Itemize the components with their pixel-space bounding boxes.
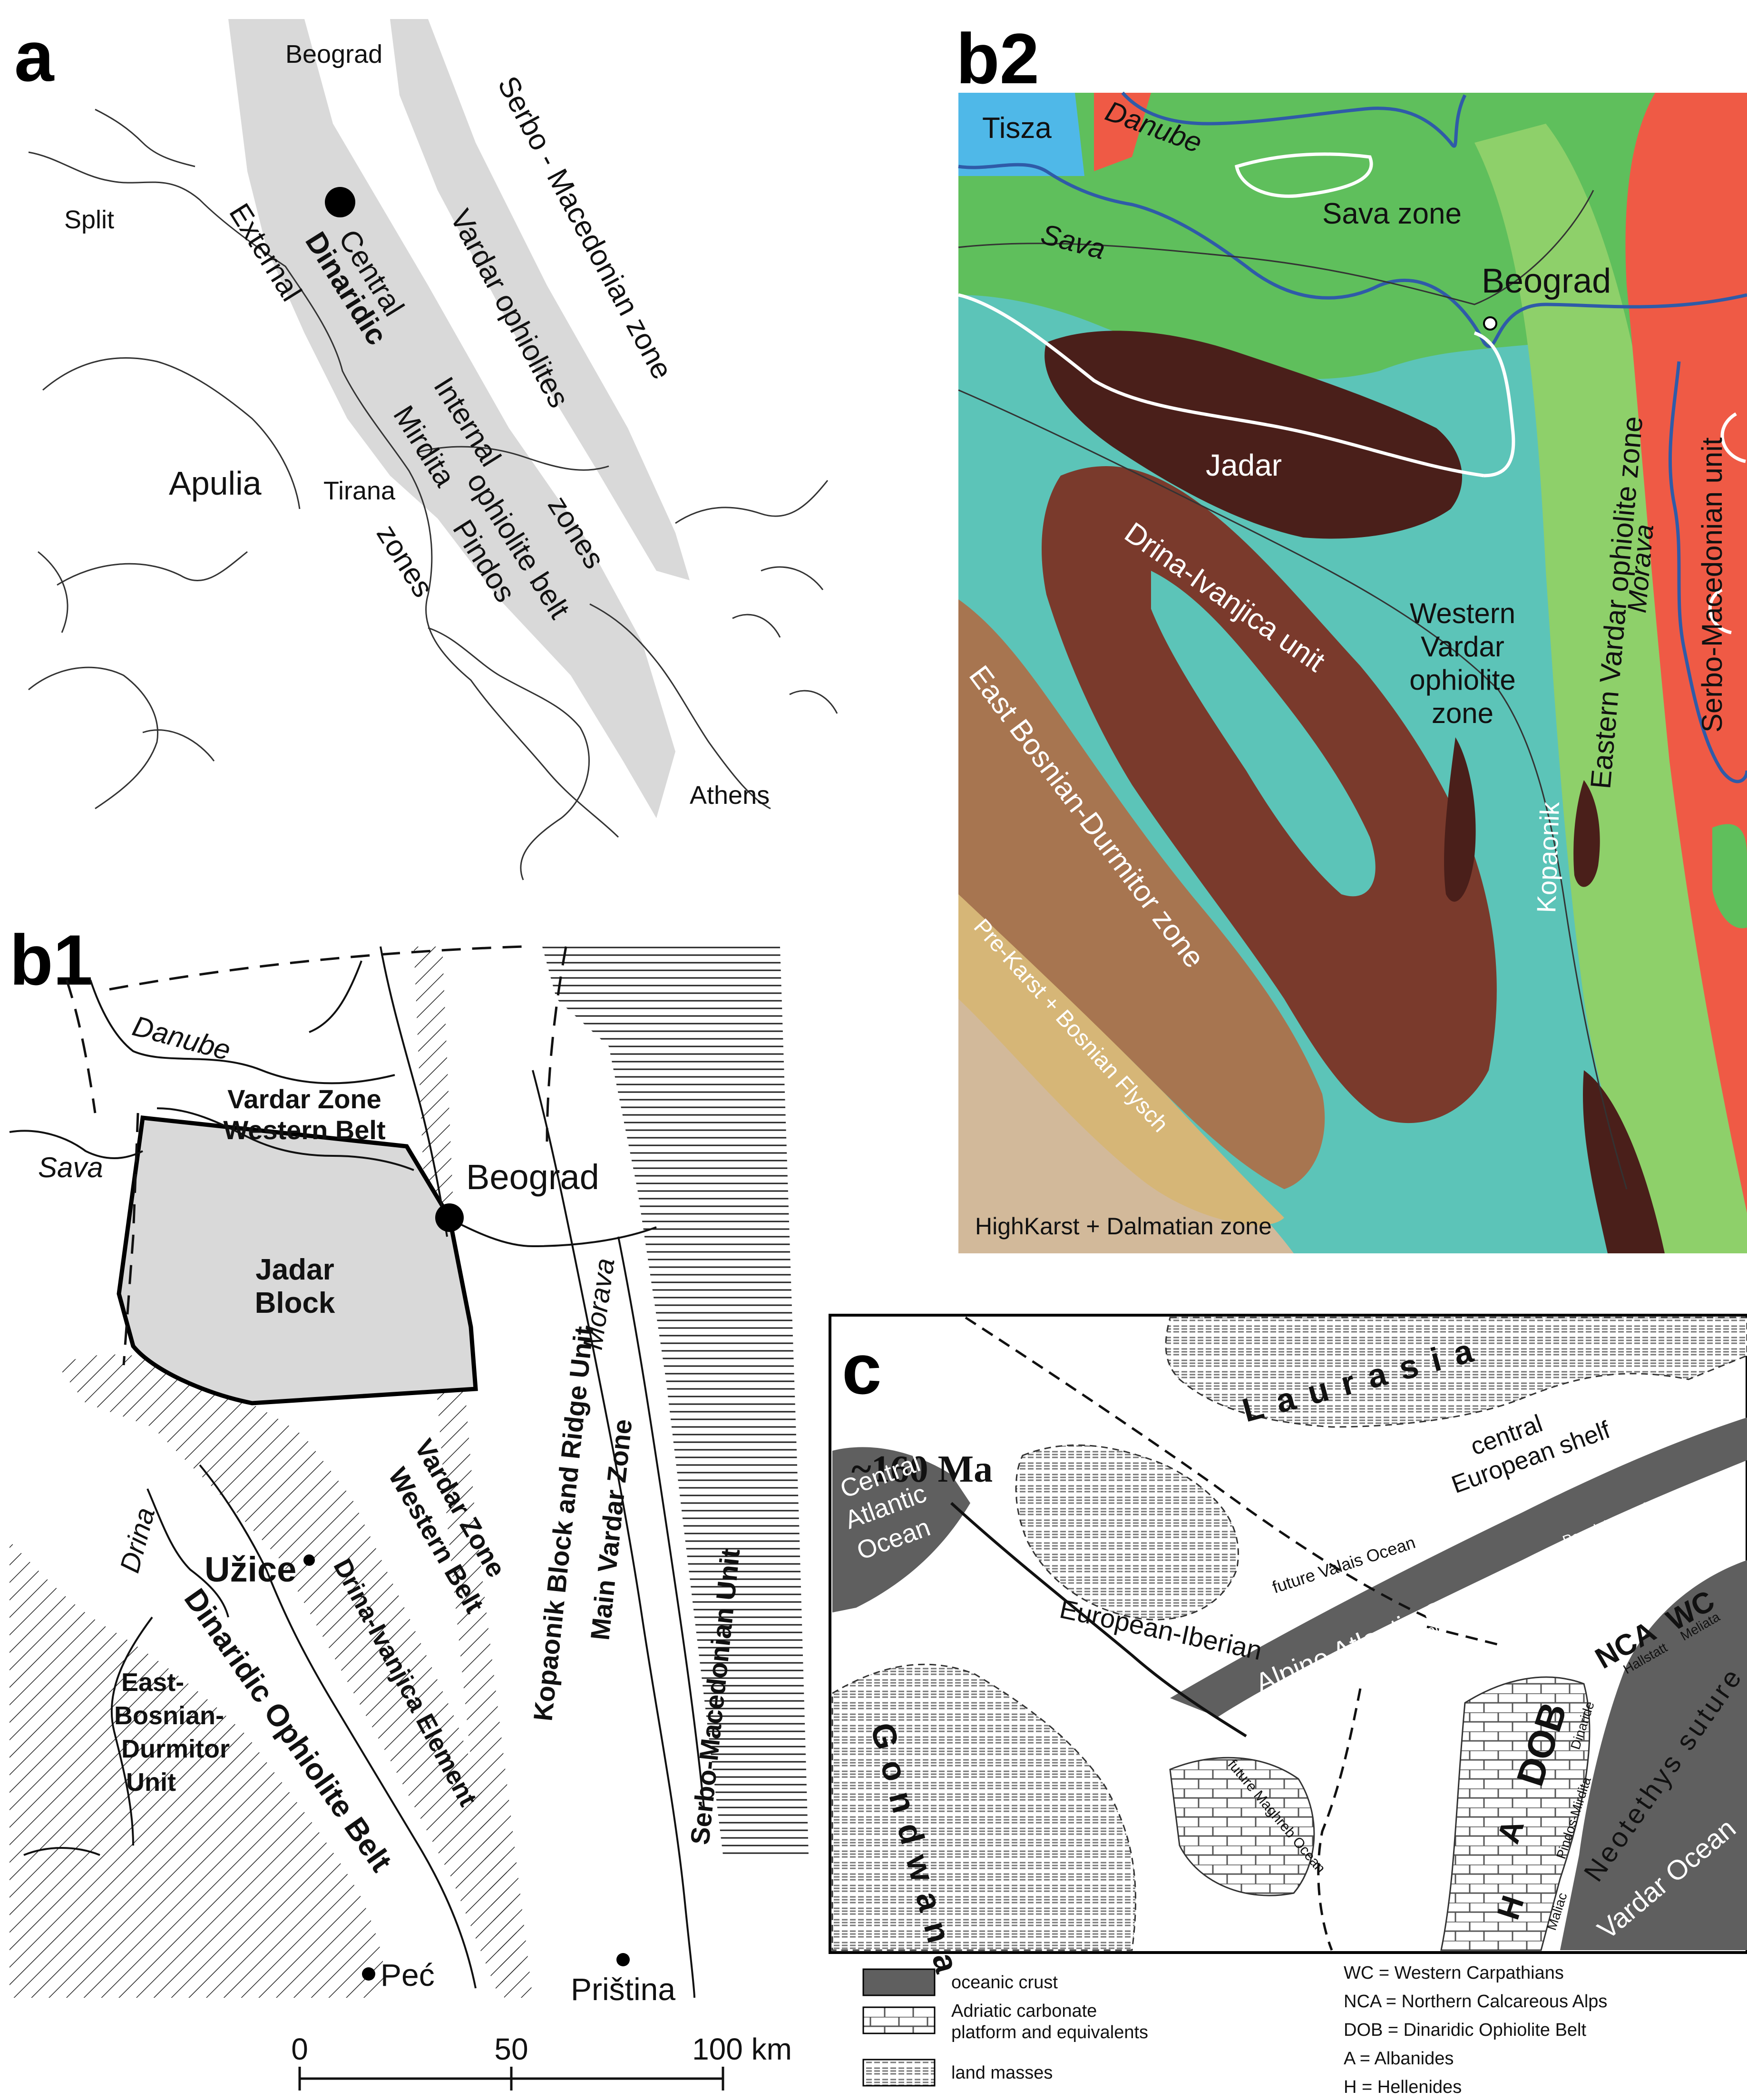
scale-bar: 0 50 100 km [291,2032,792,2090]
label-kopaonik-block: Kopaonik Block and Ridge Unit [527,1325,599,1722]
label-highkarst: HighKarst + Dalmatian zone [975,1213,1272,1240]
city-beograd-b1: Beograd [466,1157,599,1197]
legend-swatch-oceanic [862,1968,936,1996]
legend-text-carbonate-2: platform and equivalents [951,2022,1148,2042]
abbrev-a: A = Albanides [1344,2049,1454,2069]
label-vardar-zone-top: Vardar Zone [227,1084,381,1114]
apulia-label: Apulia [169,465,262,502]
city-athens: Athens [690,781,770,810]
river-drina: Drina [114,1504,161,1576]
north-border-lines [95,108,609,471]
dinaridic-belt [228,19,675,818]
label-ebd-1: East- [121,1668,184,1697]
label-ebd-4: Unit [126,1768,176,1797]
abbrev-nca: NCA = Northern Calcareous Alps [1344,1992,1607,2012]
panel-a: a Beograd Split Tirana Athens Apulia Ext… [14,16,838,880]
scale-tick-50: 50 [494,2032,528,2066]
label-ebd-3: Durmitor [121,1735,230,1763]
label-sava-zone: Sava zone [1322,197,1462,230]
land-gondwana [831,1663,1136,1951]
serbo-macedonian-hatch [542,947,809,1855]
legend-text-carbonate-1: Adriatic carbonate [951,2001,1097,2021]
zone-eastern-vardar [1474,124,1747,1253]
label-ebd-2: Bosnian- [114,1701,224,1730]
panel-b1: b1 Danube Sava Drina Morava Beograd Už [9,920,809,2090]
city-beograd: Beograd [285,40,382,68]
oceanic-vardar [1560,1560,1747,1950]
pec-marker [362,1967,375,1981]
zone-prekarst [958,894,1284,1225]
label-western-belt-top: Western Belt [223,1115,385,1145]
b1-boundaries [9,946,705,1998]
label-serbo-macedonian-b2: Serbo-Macedonian unit [1696,437,1728,733]
abbrev-wc: WC = Western Carpathians [1344,1963,1564,1983]
panel-a-letter: a [14,16,55,96]
zone-east-bosnian [958,599,1325,1189]
label-western-1: Western [1410,597,1515,629]
oceanic-alpine-atlantic [1170,1417,1747,1717]
beograd-dot [325,187,355,217]
scale-tick-0: 0 [291,2032,308,2066]
label-jadar: Jadar [255,1253,334,1286]
city-pristina: Priština [571,1972,675,2007]
greece-coastline [428,480,838,880]
panel-b1-letter: b1 [10,920,93,1000]
vardar-western-belt-hatch [57,1354,523,1998]
legend: oceanic crust Adriatic carbonate platfor… [862,1963,1607,2097]
label-tisza: Tisza [982,112,1052,145]
pristina-marker [616,1953,630,1966]
panel-c-dashed-lines [965,1316,1503,1951]
legend-swatch-land [862,2059,936,2087]
abbrev-dob: DOB = Dinaridic Ophiolite Belt [1344,2020,1586,2040]
jadar-block [117,1115,478,1406]
zone-jadar [1044,331,1462,539]
city-pec: Peć [381,1957,435,1993]
zone-tisza [958,93,1084,176]
b2-thrust-lines [958,190,1628,1190]
panel-c: c ~160 Ma Laurasia central European shel… [829,1314,1747,2097]
age-label: ~160 Ma [851,1448,993,1490]
b2-white-boundaries [958,152,1746,635]
zone-red-top [1094,93,1151,171]
label-western-2: Vardar [1421,631,1504,663]
city-uzice: Užice [205,1550,296,1589]
panel-b2: b2 Tisza Danube Sava zone [956,19,1747,1253]
adriatic-coastline [28,151,619,838]
label-western-3: ophiolite [1409,664,1516,696]
zone-green-blob [1712,824,1747,928]
river-sava: Sava [38,1152,103,1183]
panel-c-letter: c [842,1329,881,1409]
abbrev-h: H = Hellenides [1344,2077,1462,2097]
beograd-point [1483,316,1497,331]
label-beograd-b2: Beograd [1482,262,1611,300]
land-iberia [1015,1444,1239,1621]
b1-dashed-frame [65,945,567,1366]
vardar-belt [390,19,690,580]
carbonate-platform [1169,1676,1591,1951]
label-western-4: zone [1432,697,1493,729]
label-kopaonik-b2: Kopaonik [1531,801,1565,914]
italy-coastline [28,357,301,810]
zone-kopaonik [1444,737,1665,1253]
b2-rivers [958,91,1747,783]
city-tirana: Tirana [323,477,396,505]
oceanic-central-atlantic [832,1447,970,1612]
legend-text-land: land masses [951,2063,1053,2083]
dinaridic-ophiolite-hatch [10,1541,384,1998]
beograd-marker [435,1203,464,1232]
panel-b2-letter: b2 [956,19,1039,98]
city-split: Split [64,205,114,234]
uzice-marker [303,1554,315,1566]
zone-inner-ophiolite [1151,571,1376,897]
label-block: Block [255,1287,335,1319]
land-laurasia [1165,1317,1747,1428]
label-jadar-b2: Jadar [1206,448,1282,482]
legend-swatch-carbonate [862,2006,936,2034]
legend-text-oceanic: oceanic crust [951,1973,1058,1993]
transform-fault [950,1502,1247,1738]
label-main-vardar-zone: Main Vardar Zone [585,1417,637,1641]
scale-tick-100: 100 km [692,2032,792,2066]
